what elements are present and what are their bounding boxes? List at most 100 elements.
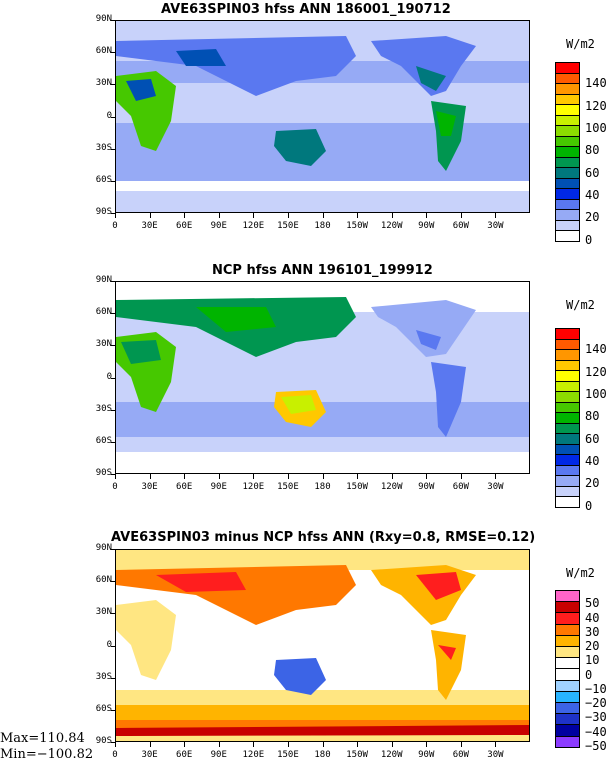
longitude-tick: [357, 474, 359, 479]
latitude-tick-label: 60S: [95, 174, 112, 185]
longitude-tick-label: 30E: [141, 482, 158, 492]
colorbar-label: −50: [585, 738, 607, 753]
longitude-tick-label: 60W: [452, 482, 469, 492]
panel-3-title: AVE63SPIN03 minus NCP hfss ANN (Rxy=0.8,…: [111, 530, 536, 545]
longitude-tick-label: 90E: [210, 482, 227, 492]
colorbar-label: 30: [585, 624, 600, 639]
longitude-tick: [426, 742, 428, 747]
longitude-tick-label: 120W: [380, 482, 403, 492]
colorbar-label: 80: [585, 143, 600, 158]
colorbar-label: 100: [585, 120, 607, 135]
longitude-tick: [460, 474, 462, 479]
colorbar-label: −20: [585, 696, 607, 711]
colorbar-label: 0: [585, 667, 593, 682]
colorbar-label: 120: [585, 98, 607, 113]
panel-1-unit-label: W/m2: [566, 37, 595, 51]
colorbar-label: 60: [585, 165, 600, 180]
longitude-tick-label: 30W: [487, 750, 504, 760]
longitude-tick-label: 0: [112, 750, 118, 760]
longitude-tick: [287, 474, 289, 479]
colorbar-label: 50: [585, 596, 600, 611]
longitude-tick: [426, 474, 428, 479]
panel-3-unit-label: W/m2: [566, 566, 595, 580]
longitude-tick-label: 90W: [418, 750, 435, 760]
latitude-tick: [111, 613, 115, 615]
longitude-tick: [287, 742, 289, 747]
longitude-tick-label: 150E: [277, 482, 299, 492]
latitude-tick: [111, 549, 115, 550]
longitude-tick-label: 60E: [176, 482, 193, 492]
latitude-tick: [111, 180, 115, 182]
latitude-tick: [111, 313, 115, 315]
latitude-tick: [111, 345, 115, 347]
panel-3-map: [115, 549, 530, 742]
latitude-tick-label: 30N: [95, 78, 112, 89]
colorbar-label: 120: [585, 364, 607, 379]
colorbar-label: 20: [585, 639, 600, 654]
latitude-tick-label: 90S: [95, 468, 112, 478]
longitude-tick-label: 30E: [141, 750, 158, 760]
longitude-tick-label: 30W: [487, 482, 504, 492]
latitude-tick-label: 30N: [95, 607, 112, 618]
longitude-tick-label: 120E: [242, 750, 265, 760]
latitude-tick: [111, 116, 115, 118]
longitude-tick: [495, 742, 497, 747]
colorbar-label: 0: [585, 498, 593, 513]
latitude-tick-label: 60S: [95, 703, 112, 714]
latitude-tick-label: 60S: [95, 435, 112, 446]
longitude-tick-label: 180: [314, 221, 331, 231]
colorbar-label: 140: [585, 342, 607, 357]
longitude-tick-label: 90E: [210, 750, 227, 760]
latitude-tick: [111, 377, 115, 379]
longitude-tick-label: 90W: [418, 482, 435, 492]
longitude-tick: [287, 213, 289, 218]
longitude-tick-label: 60W: [452, 221, 469, 231]
max-value-label: Max=110.84: [0, 731, 85, 746]
colorbar-label: 100: [585, 386, 607, 401]
longitude-tick: [115, 474, 116, 479]
longitude-tick-label: 30W: [487, 221, 504, 231]
colorbar-label: 140: [585, 76, 607, 91]
colorbar-label: 20: [585, 476, 600, 491]
latitude-tick: [111, 677, 115, 679]
latitude-tick: [111, 213, 115, 214]
longitude-tick-label: 150W: [346, 750, 368, 760]
latitude-tick-label: 90N: [95, 14, 112, 24]
colorbar-label: 40: [585, 187, 600, 202]
latitude-tick-label: 90S: [95, 736, 112, 746]
latitude-tick-label: 60N: [95, 46, 112, 57]
latitude-tick-label: 30S: [95, 403, 112, 414]
longitude-tick-label: 90E: [210, 221, 227, 231]
longitude-tick-label: 60W: [452, 750, 469, 760]
longitude-tick: [184, 742, 186, 747]
latitude-tick-label: 60N: [95, 575, 112, 586]
longitude-tick-label: 60E: [176, 750, 193, 760]
longitude-tick: [149, 742, 151, 747]
colorbar-label: 20: [585, 210, 600, 225]
latitude-tick-label: 60N: [95, 307, 112, 318]
longitude-tick: [322, 213, 324, 218]
latitude-tick-label: 90N: [95, 275, 112, 285]
longitude-tick: [391, 742, 393, 747]
colorbar-label: 10: [585, 653, 600, 668]
latitude-tick-label: 0: [106, 639, 112, 650]
latitude-tick: [111, 441, 115, 443]
latitude-tick-label: 90N: [95, 543, 112, 553]
colorbar-swatch: [555, 735, 580, 748]
latitude-tick-label: 30S: [95, 671, 112, 682]
latitude-tick: [111, 84, 115, 86]
longitude-tick: [322, 474, 324, 479]
longitude-tick: [218, 213, 220, 218]
longitude-tick-label: 120W: [380, 221, 403, 231]
colorbar-label: 60: [585, 431, 600, 446]
longitude-tick: [184, 213, 186, 218]
longitude-tick-label: 120E: [242, 221, 265, 231]
latitude-tick: [111, 645, 115, 647]
latitude-tick: [111, 474, 115, 475]
longitude-tick-label: 150E: [277, 750, 299, 760]
longitude-tick: [253, 213, 255, 218]
colorbar-label: 40: [585, 453, 600, 468]
panel-2-title: NCP hfss ANN 196101_199912: [212, 263, 433, 278]
longitude-tick-label: 120E: [242, 482, 265, 492]
longitude-tick: [426, 213, 428, 218]
